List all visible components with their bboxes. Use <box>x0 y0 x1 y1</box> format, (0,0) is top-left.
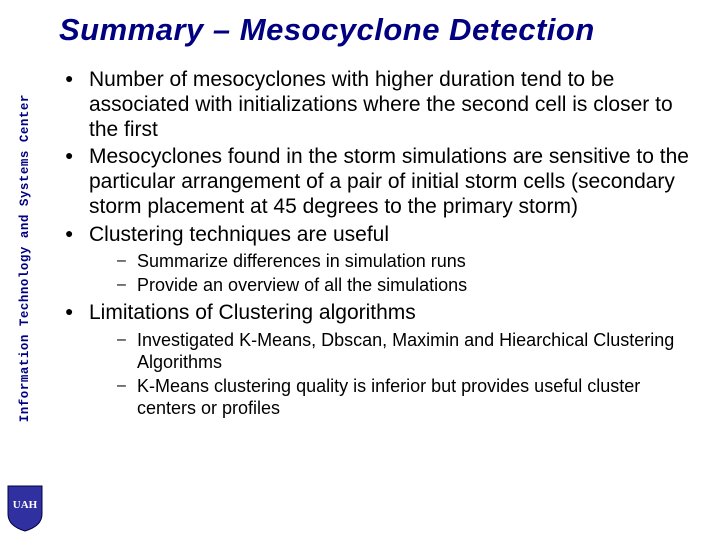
sub-bullet-text: Summarize differences in simulation runs <box>137 251 466 271</box>
sub-bullet-item: Summarize differences in simulation runs <box>115 251 702 273</box>
bullet-text: Clustering techniques are useful <box>89 223 389 246</box>
bullet-item: Limitations of Clustering algorithms Inv… <box>59 301 702 420</box>
sub-bullet-text: K-Means clustering quality is inferior b… <box>137 376 640 418</box>
sub-bullet-item: K-Means clustering quality is inferior b… <box>115 376 702 420</box>
sub-bullet-text: Provide an overview of all the simulatio… <box>137 275 467 295</box>
sidebar-label: Information Technology and Systems Cente… <box>18 94 32 422</box>
sub-bullet-list: Summarize differences in simulation runs… <box>89 251 702 297</box>
sub-bullet-list: Investigated K-Means, Dbscan, Maximin an… <box>89 330 702 420</box>
bullet-text: Number of mesocyclones with higher durat… <box>89 68 673 141</box>
slide-title: Summary – Mesocyclone Detection <box>59 12 702 48</box>
sub-bullet-item: Investigated K-Means, Dbscan, Maximin an… <box>115 330 702 374</box>
bullet-item: Number of mesocyclones with higher durat… <box>59 68 702 142</box>
bullet-item: Clustering techniques are useful Summari… <box>59 223 702 298</box>
bullet-text: Mesocyclones found in the storm simulati… <box>89 145 689 218</box>
bullet-list: Number of mesocyclones with higher durat… <box>59 68 702 420</box>
sub-bullet-item: Provide an overview of all the simulatio… <box>115 275 702 297</box>
uah-logo: UAH <box>6 484 44 532</box>
slide-content: Summary – Mesocyclone Detection Number o… <box>55 0 720 434</box>
logo-text: UAH <box>13 499 38 511</box>
sub-bullet-text: Investigated K-Means, Dbscan, Maximin an… <box>137 330 674 372</box>
bullet-text: Limitations of Clustering algorithms <box>89 301 416 324</box>
bullet-item: Mesocyclones found in the storm simulati… <box>59 145 702 219</box>
sidebar: Information Technology and Systems Cente… <box>0 0 50 540</box>
